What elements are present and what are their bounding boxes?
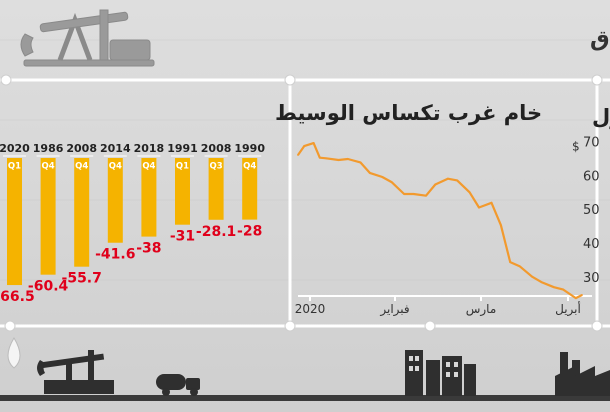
brent-price-point <box>574 297 577 299</box>
brent-price-point <box>531 275 533 278</box>
background-pattern <box>0 39 610 281</box>
tanker-truck-icon <box>156 374 200 396</box>
bar-value-label: -28.1 <box>196 224 236 240</box>
headline: النفط يسجل أسوأ أداء ربعي على الإطلاق <box>590 23 610 52</box>
bar <box>74 172 90 267</box>
bar-value-label: -66.5 <box>0 289 35 305</box>
bar <box>208 172 224 220</box>
bar-value-label: -28 <box>237 224 262 240</box>
brent-price-point <box>390 181 393 183</box>
y-tick-label: 60 <box>583 169 600 184</box>
bar-quarter-label: Q4 <box>42 162 55 172</box>
brent-price-point <box>337 159 340 161</box>
brent-price-point <box>325 157 327 160</box>
bar-quarter-box <box>40 158 56 172</box>
wti-bar-chart: خام غرب تكساس الوسيط 2020 Q1 -66.5 1986 Q4 -6… <box>0 101 542 305</box>
bar <box>242 172 258 220</box>
bar-value-label: -38 <box>136 241 161 257</box>
brent-price-point <box>581 294 583 296</box>
brent-price-point <box>347 158 349 160</box>
bar-value-label: -41.6 <box>95 247 135 263</box>
brent-price-point <box>518 265 521 268</box>
bar-quarter-label: Q4 <box>142 162 155 172</box>
bar-year-label: 2018 <box>134 142 165 155</box>
line-chart-title: برنت يتراجع %67 في الربع الأول <box>592 103 610 129</box>
x-tick-label: أبريل <box>555 301 581 317</box>
bar-quarter-label: Q4 <box>109 162 122 172</box>
x-tick-label: فبراير <box>379 302 409 317</box>
bar-quarter-box <box>107 158 123 172</box>
panel-frame <box>0 78 610 328</box>
brent-price-point <box>540 281 543 284</box>
factory-icon <box>555 352 610 396</box>
bar-quarter-label: Q4 <box>243 162 256 172</box>
brent-price-point <box>456 179 459 182</box>
brent-price-point <box>318 156 321 159</box>
bar <box>175 172 190 225</box>
bar-year-label: 2020 <box>0 142 30 155</box>
brent-line-chart: برنت يتراجع %67 في الربع الأول $30 40 50 60… <box>295 103 610 317</box>
brent-price-point <box>553 286 555 289</box>
y-tick-label: 30 <box>583 271 600 286</box>
brent-price-point <box>446 177 449 180</box>
brent-price-point <box>562 288 565 291</box>
brent-price-point <box>403 193 406 195</box>
bar <box>7 172 22 286</box>
y-tick-label: 70 <box>583 135 600 150</box>
x-tick-label: 2020 <box>295 302 326 316</box>
y-tick-label: 40 <box>583 237 600 252</box>
bar-year-label: 1991 <box>167 142 198 155</box>
y-tick-label: 50 <box>583 203 600 218</box>
bar-quarter-label: Q1 <box>8 162 21 172</box>
bar <box>141 172 157 237</box>
bar-quarter-box <box>175 158 190 172</box>
ground-pump-icon <box>37 350 114 394</box>
bar-value-label: -55.7 <box>62 271 102 287</box>
bar-year-label: 2008 <box>201 142 232 155</box>
bar <box>107 172 123 243</box>
brent-price-point <box>499 224 502 227</box>
brent-price-point <box>412 193 415 195</box>
bar-value-label: -60.4 <box>28 279 69 295</box>
brent-price-point <box>303 145 306 148</box>
brent-price-point <box>297 154 299 156</box>
bar-quarter-box <box>208 158 224 172</box>
brent-price-point <box>425 194 427 197</box>
bar-year-label: 1986 <box>33 142 64 155</box>
bar <box>40 172 56 275</box>
bar-chart-title: خام غرب تكساس الوسيط <box>275 101 542 125</box>
brent-price-point <box>368 172 371 174</box>
bar-year-label: 1990 <box>234 142 265 155</box>
brent-price-point <box>468 191 471 194</box>
brent-price-point <box>312 142 315 144</box>
brent-price-point <box>381 176 384 178</box>
y-axis-unit: $ <box>572 139 580 153</box>
bar-year-label: 2014 <box>100 142 131 155</box>
bar-quarter-label: Q4 <box>75 162 88 172</box>
bar-quarter-label: Q3 <box>210 162 223 172</box>
bar-quarter-box <box>74 158 90 172</box>
oil-pump-icon <box>20 9 155 67</box>
frame-dots <box>0 74 603 332</box>
bar-quarter-box <box>7 158 22 172</box>
bar-year-label: 2008 <box>66 142 97 155</box>
brent-price-point <box>478 206 480 209</box>
brent-price-point <box>434 183 437 186</box>
oil-drop-icon <box>7 337 21 369</box>
city-buildings-icon <box>405 350 476 396</box>
bar-quarter-label: Q1 <box>176 162 189 172</box>
brent-price-point <box>359 161 362 164</box>
x-tick-label: مارس <box>466 302 497 317</box>
brent-price-line <box>297 142 583 300</box>
brent-price-point <box>509 261 512 264</box>
bar-value-label: -31 <box>170 229 195 245</box>
brent-price-point <box>490 201 493 204</box>
bar-quarter-box <box>242 158 258 172</box>
bar-quarter-box <box>141 158 157 172</box>
